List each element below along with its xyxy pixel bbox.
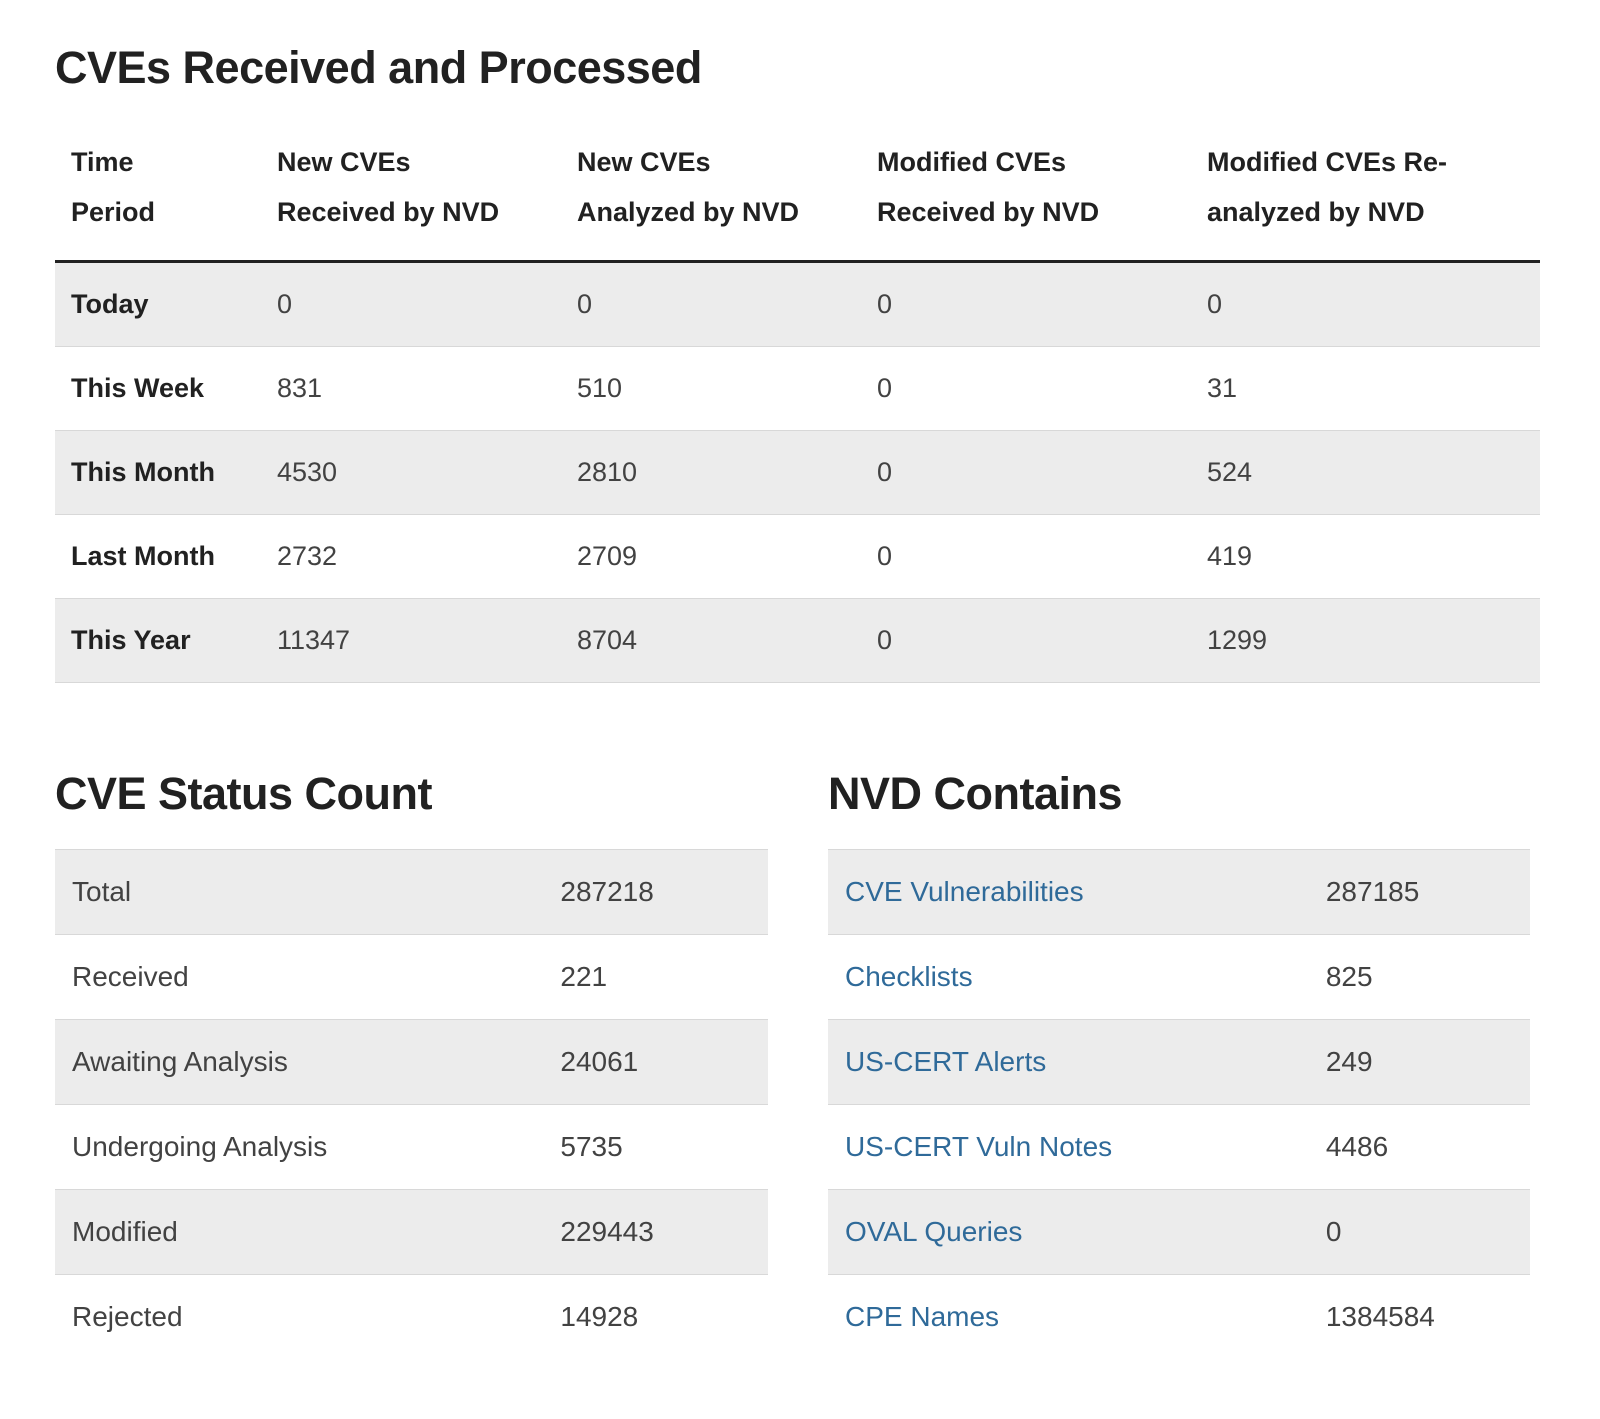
table-row: Checklists 825 (828, 935, 1530, 1020)
status-label: Total (72, 876, 132, 908)
table-row: Total 287218 (55, 849, 768, 935)
table-row: CPE Names 1384584 (828, 1275, 1530, 1360)
status-value: 229443 (560, 1216, 654, 1248)
received-processed-header-row: Time Period New CVEs Received by NVD New… (55, 133, 1540, 263)
contains-label: CPE Names (828, 1275, 1309, 1360)
table-cell: 11347 (261, 598, 561, 683)
table-row: CVE Vulnerabilities 287185 (828, 849, 1530, 935)
table-row: Received 221 (55, 935, 768, 1020)
table-row: Undergoing Analysis 5735 (55, 1105, 768, 1190)
oval-queries-link[interactable]: OVAL Queries (845, 1216, 1023, 1248)
table-row: OVAL Queries 0 (828, 1189, 1530, 1275)
contains-label: CVE Vulnerabilities (828, 850, 1309, 935)
status-label: Awaiting Analysis (72, 1046, 288, 1078)
table-cell: 0 (861, 598, 1191, 683)
table-cell: 831 (261, 346, 561, 431)
received-processed-title: CVEs Received and Processed (55, 42, 702, 93)
table-row: US-CERT Vuln Notes 4486 (828, 1105, 1530, 1190)
contains-label: US-CERT Vuln Notes (828, 1105, 1309, 1190)
table-cell: 2709 (561, 514, 861, 599)
cve-status-count-table: Total 287218 Received 221 Awaiting Analy… (55, 849, 768, 1359)
table-row: Awaiting Analysis 24061 (55, 1019, 768, 1105)
table-cell: 0 (561, 261, 861, 347)
contains-value: 249 (1325, 1046, 1373, 1078)
table-cell: 2810 (561, 430, 861, 515)
table-row-this-year: This Year 11347 8704 0 1299 (55, 598, 1540, 683)
contains-value: 0 (1325, 1216, 1342, 1248)
us-cert-alerts-link[interactable]: US-CERT Alerts (845, 1046, 1047, 1078)
contains-value: 4486 (1325, 1131, 1389, 1163)
status-label: Modified (72, 1216, 178, 1248)
checklists-link[interactable]: Checklists (845, 961, 973, 993)
contains-value: 825 (1325, 961, 1373, 993)
status-value: 24061 (560, 1046, 639, 1078)
table-cell: 31 (1191, 346, 1540, 431)
table-row: US-CERT Alerts 249 (828, 1019, 1530, 1105)
status-value: 14928 (560, 1301, 639, 1333)
table-cell: 419 (1191, 514, 1540, 599)
cve-status-count-panel: CVE Status Count Total 287218 Received 2… (55, 768, 768, 1360)
bottom-section: CVE Status Count Total 287218 Received 2… (55, 768, 1545, 1360)
table-row-today: Today 0 0 0 0 (55, 261, 1540, 347)
nvd-contains-panel: NVD Contains CVE Vulnerabilities 287185 … (828, 768, 1530, 1360)
table-row-this-week: This Week 831 510 0 31 (55, 346, 1540, 431)
row-label: This Week (55, 346, 261, 431)
table-row-last-month: Last Month 2732 2709 0 419 (55, 514, 1540, 599)
table-row-this-month: This Month 4530 2810 0 524 (55, 430, 1540, 515)
status-value: 5735 (560, 1131, 623, 1163)
table-row: Modified 229443 (55, 1189, 768, 1275)
table-cell: 510 (561, 346, 861, 431)
row-label: Last Month (55, 514, 261, 599)
table-cell: 524 (1191, 430, 1540, 515)
row-label: This Year (55, 598, 261, 683)
status-label: Rejected (72, 1301, 183, 1333)
contains-label: OVAL Queries (828, 1190, 1309, 1275)
contains-value: 287185 (1325, 876, 1420, 908)
table-cell: 8704 (561, 598, 861, 683)
cve-vulnerabilities-link[interactable]: CVE Vulnerabilities (845, 876, 1084, 908)
cpe-names-link[interactable]: CPE Names (845, 1301, 1000, 1333)
table-row: Rejected 14928 (55, 1275, 768, 1360)
contains-label: US-CERT Alerts (828, 1020, 1309, 1105)
column-header-modified-reanalyzed: Modified CVEs Re-analyzed by NVD (1191, 133, 1540, 263)
column-header-new-received: New CVEs Received by NVD (261, 133, 561, 263)
received-processed-table: Time Period New CVEs Received by NVD New… (55, 133, 1540, 683)
us-cert-vuln-notes-link[interactable]: US-CERT Vuln Notes (845, 1131, 1113, 1163)
status-label: Undergoing Analysis (72, 1131, 328, 1163)
table-cell: 0 (861, 430, 1191, 515)
table-cell: 4530 (261, 430, 561, 515)
status-value: 287218 (560, 876, 654, 908)
cve-status-count-title: CVE Status Count (55, 767, 433, 819)
status-label: Received (72, 961, 189, 993)
contains-value: 1384584 (1325, 1301, 1435, 1333)
row-label: This Month (55, 430, 261, 515)
column-header-time-period: Time Period (55, 133, 261, 263)
row-label: Today (55, 261, 261, 347)
table-cell: 0 (861, 261, 1191, 347)
contains-label: Checklists (828, 935, 1309, 1020)
nvd-contains-table: CVE Vulnerabilities 287185 Checklists 82… (828, 849, 1530, 1359)
table-cell: 1299 (1191, 598, 1540, 683)
nvd-contains-title: NVD Contains (828, 767, 1123, 819)
table-cell: 0 (1191, 261, 1540, 347)
column-header-modified-received: Modified CVEs Received by NVD (861, 133, 1191, 263)
table-cell: 0 (861, 346, 1191, 431)
column-header-new-analyzed: New CVEs Analyzed by NVD (561, 133, 861, 263)
table-cell: 2732 (261, 514, 561, 599)
status-value: 221 (560, 961, 608, 993)
table-cell: 0 (861, 514, 1191, 599)
table-cell: 0 (261, 261, 561, 347)
